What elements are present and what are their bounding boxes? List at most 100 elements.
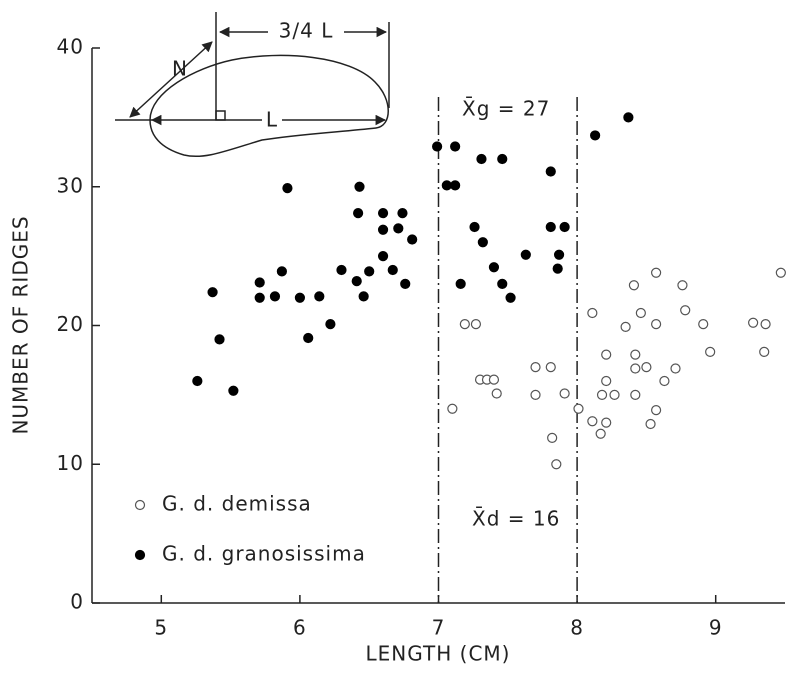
point [698, 319, 709, 330]
point [545, 362, 556, 373]
point [325, 319, 336, 330]
point [630, 363, 641, 374]
point [351, 276, 362, 287]
point [601, 417, 612, 428]
point [659, 375, 670, 387]
point [455, 278, 466, 289]
point [282, 183, 293, 194]
x-axis-label: LENGTH (CM) [366, 642, 511, 666]
point [620, 321, 631, 332]
x-tick-label: 7 [432, 616, 446, 640]
point [254, 292, 265, 303]
point [303, 332, 314, 344]
point [377, 224, 389, 235]
label-bg [262, 110, 282, 132]
point [595, 428, 606, 439]
point [630, 389, 641, 400]
point [587, 416, 598, 427]
point [269, 291, 281, 302]
point [294, 292, 305, 303]
point [630, 349, 641, 360]
shell-inset: N 3/4 L L [115, 12, 390, 158]
legend-marker [134, 499, 146, 511]
point [469, 221, 480, 233]
annotation: X̄g = 27 [462, 96, 550, 121]
point [358, 291, 369, 302]
point [314, 291, 325, 302]
point [254, 277, 265, 288]
x-tick-label: 6 [293, 616, 307, 640]
point [353, 208, 364, 219]
inset-label: 3/4 L [279, 19, 334, 43]
point [623, 112, 634, 123]
y-tick-label: 40 [57, 35, 84, 59]
point [377, 251, 389, 262]
point [450, 180, 461, 191]
point [601, 349, 612, 360]
point [441, 180, 452, 191]
point [748, 317, 759, 328]
point [497, 278, 508, 289]
point [651, 319, 662, 330]
point [775, 267, 786, 278]
inset-label: L [266, 108, 278, 132]
point [354, 181, 365, 192]
point [677, 280, 688, 291]
point [387, 264, 398, 276]
point [336, 264, 347, 276]
point [628, 280, 640, 291]
y-tick-label: 0 [70, 590, 84, 614]
legend-marker [134, 549, 146, 561]
shell-outline [149, 54, 389, 158]
point [364, 266, 375, 277]
point [530, 389, 541, 400]
point [759, 346, 770, 357]
point [552, 263, 563, 274]
point [645, 418, 656, 430]
point [551, 459, 562, 470]
point [573, 403, 584, 414]
point [545, 221, 556, 233]
point [459, 319, 470, 330]
point [559, 221, 570, 233]
y-tick-label: 20 [57, 312, 84, 336]
point [476, 153, 487, 165]
x-tick-label: 8 [570, 616, 584, 640]
y-tick-label: 30 [57, 173, 84, 197]
point [601, 375, 612, 387]
point [505, 292, 516, 303]
point [447, 403, 458, 414]
point [651, 405, 662, 416]
point [680, 305, 691, 316]
point [488, 262, 500, 273]
point [587, 307, 598, 319]
point [397, 208, 408, 219]
point [670, 363, 681, 374]
point [635, 307, 646, 319]
point [276, 266, 287, 277]
legend-label: G. d. demissa [162, 492, 312, 516]
point [530, 362, 541, 373]
point [488, 374, 500, 385]
inset-right-angle [215, 110, 226, 121]
legend-label: G. d. granosissima [162, 542, 366, 566]
point [228, 385, 239, 396]
label-bg [268, 20, 344, 44]
y-tick-label: 10 [57, 451, 84, 475]
point [545, 166, 556, 177]
point [377, 208, 389, 219]
point [559, 388, 570, 399]
point [393, 223, 404, 234]
point [609, 389, 620, 400]
x-tick-label: 9 [709, 616, 723, 640]
point [207, 287, 218, 298]
point [651, 267, 662, 278]
x-tick-label: 5 [154, 616, 168, 640]
point [520, 249, 531, 260]
annotation: X̄d = 16 [472, 506, 560, 531]
point [705, 346, 716, 357]
point [407, 234, 418, 245]
inset-arrow [129, 41, 213, 118]
